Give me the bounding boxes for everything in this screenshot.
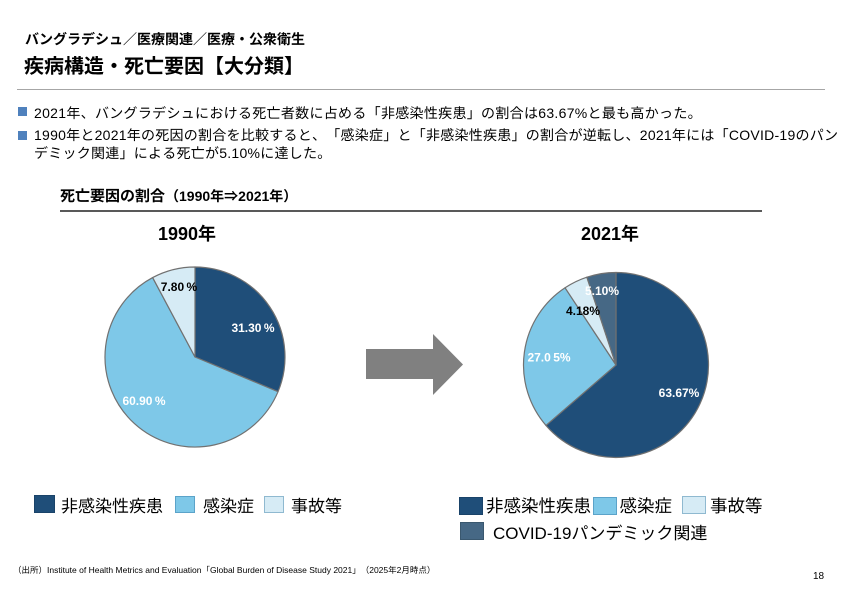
svg-text:31.30 %: 31.30 % (231, 321, 274, 335)
svg-text:27.0 5%: 27.0 5% (527, 351, 570, 365)
svg-text:4.18%: 4.18% (566, 304, 600, 318)
svg-text:63.67%: 63.67% (659, 386, 700, 400)
svg-text:7.80 %: 7.80 % (161, 280, 198, 294)
svg-text:60.90 %: 60.90 % (122, 394, 165, 408)
svg-text:5.10%: 5.10% (585, 284, 619, 298)
